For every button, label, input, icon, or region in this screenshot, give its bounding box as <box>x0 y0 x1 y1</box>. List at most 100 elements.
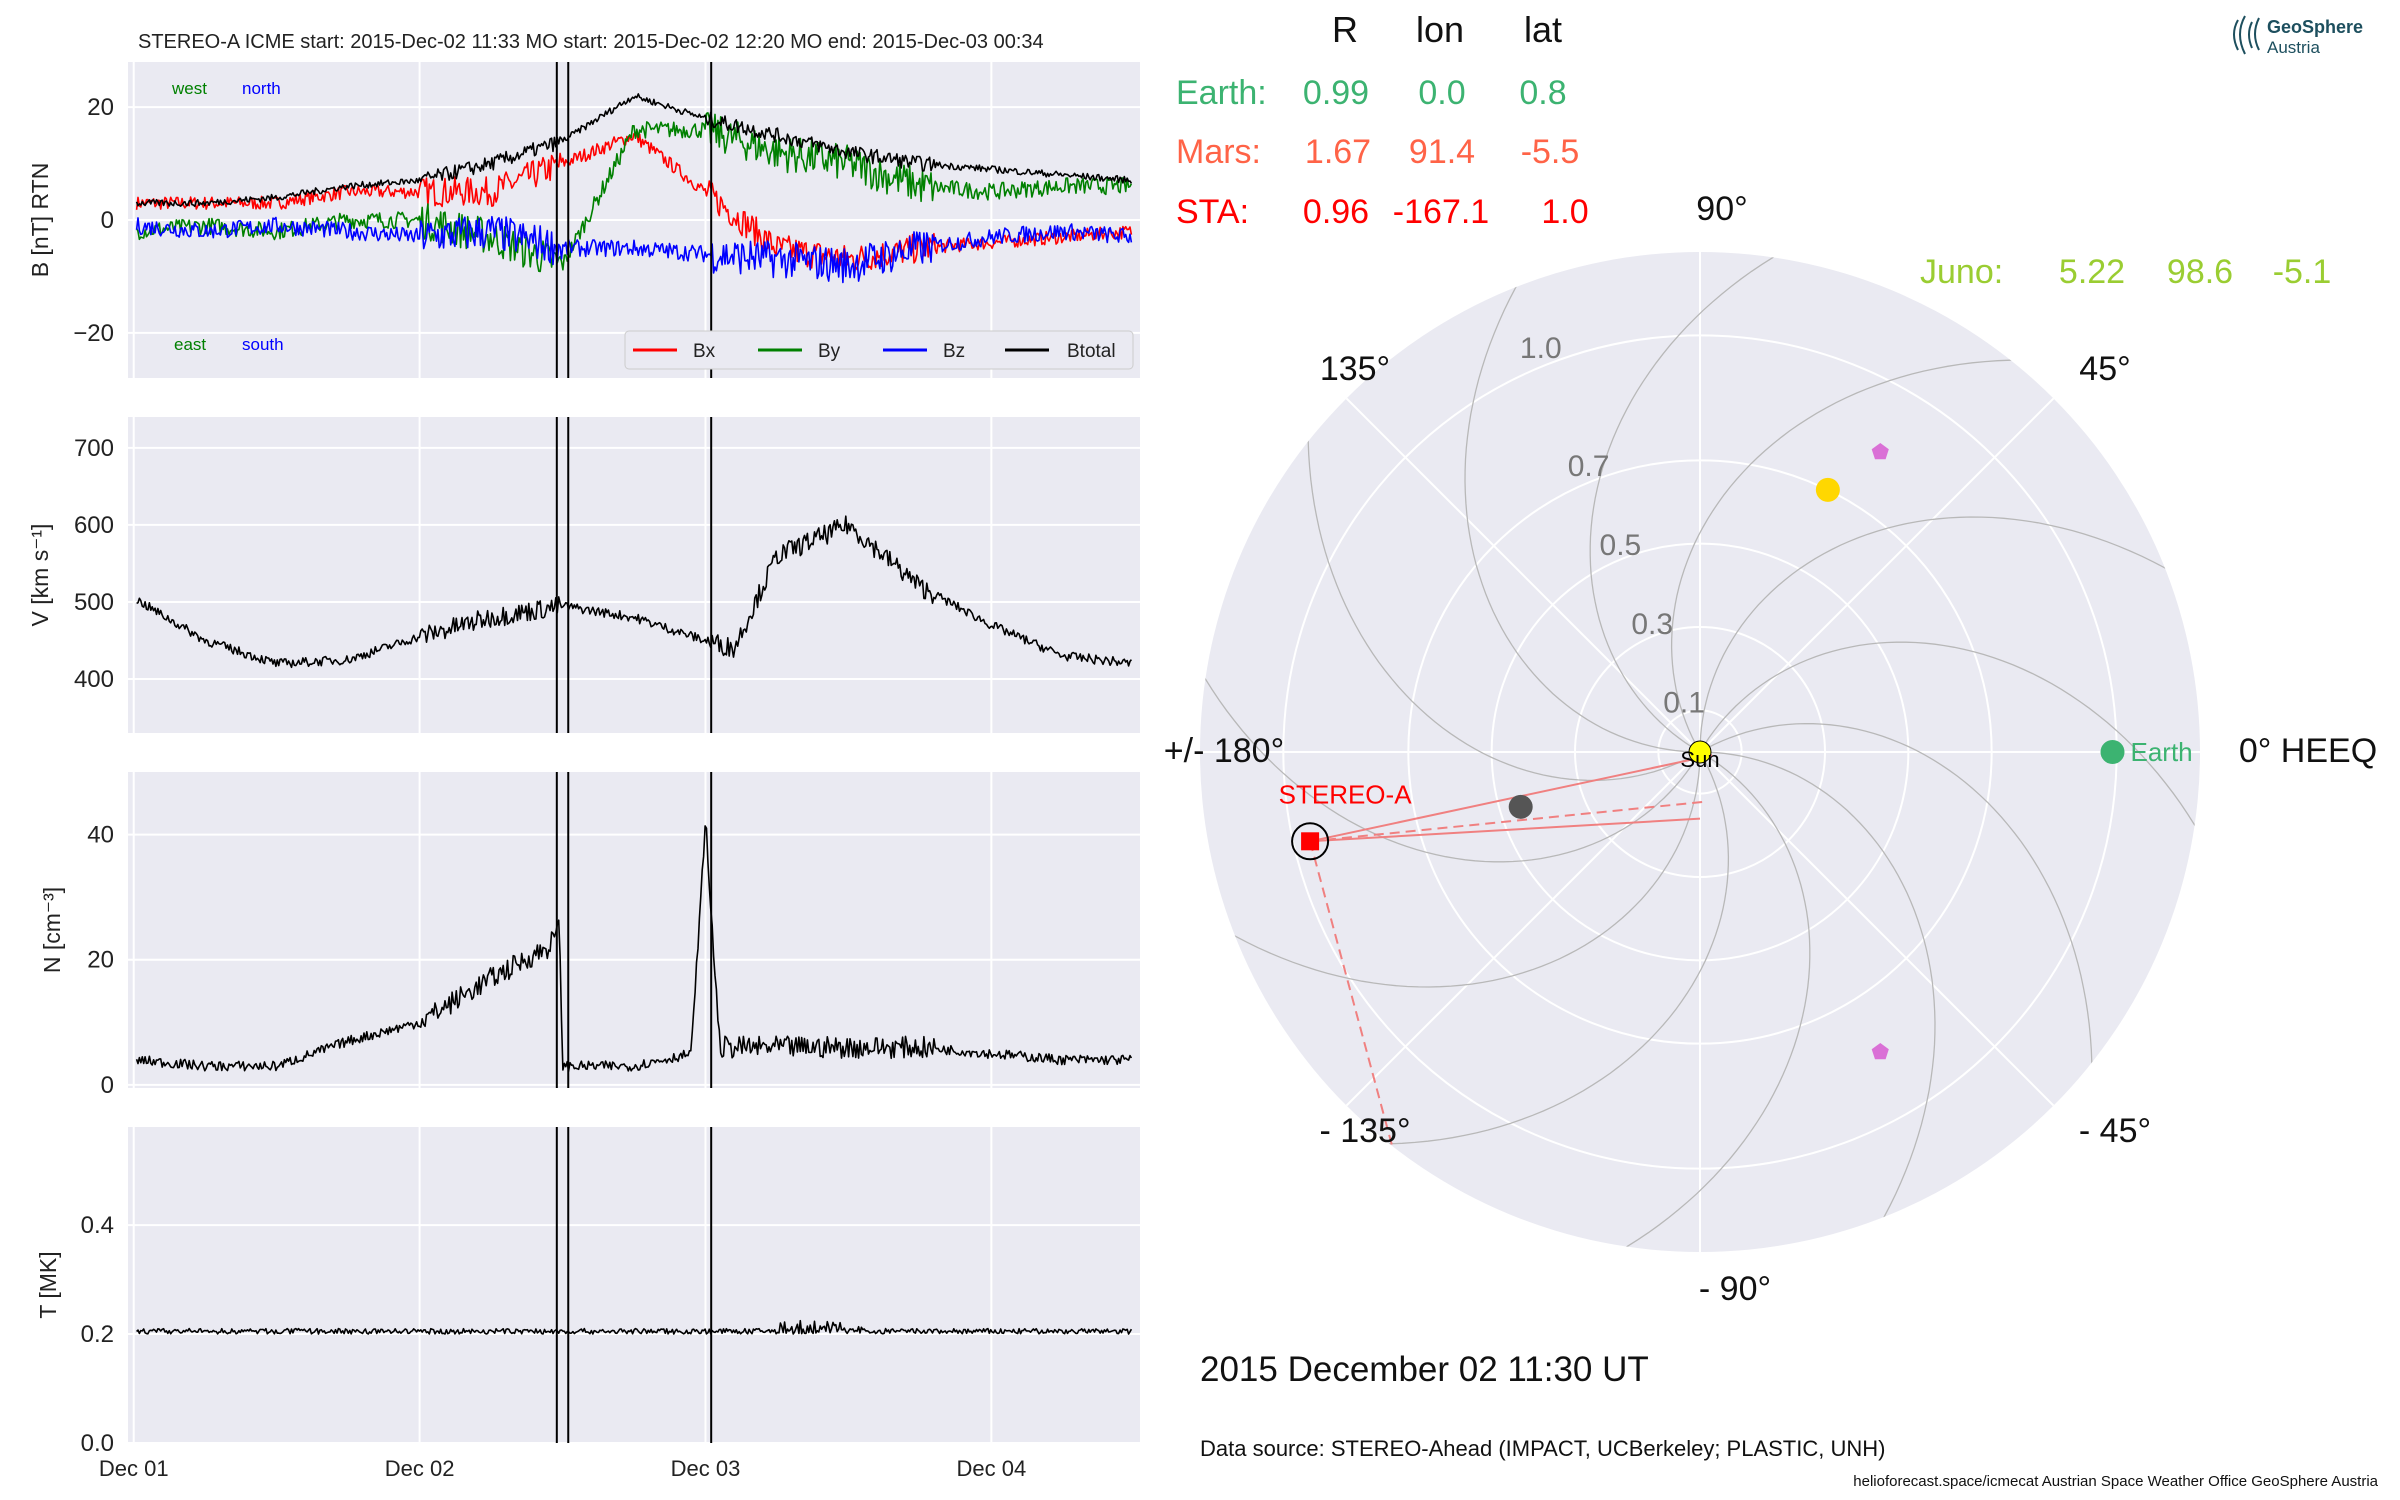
earth-row-r: 0.99 <box>1303 74 1369 112</box>
sta-row-lon: -167.1 <box>1393 193 1489 231</box>
radial-tick-label: 1.0 <box>1520 332 1562 365</box>
earth-label: Earth <box>2131 737 2193 767</box>
annotation-south: south <box>242 335 284 354</box>
position-table: R lon lat Earth: 0.99 0.0 0.8 Mars: 1.67… <box>1176 9 2331 291</box>
polar-plot: 0.1 0.3 0.5 0.7 1.0 Earth STEREO-A Sun 0° HEEQ… <box>1164 190 2377 1308</box>
x-tick-label: Dec 03 <box>671 1456 741 1481</box>
t-ylabel: T [MK] <box>35 1251 61 1318</box>
mars-row-label: Mars: <box>1176 133 1261 171</box>
polar-angle-labels: 0° HEEQ 45° 90° 135° +/- 180° - 135° - 90° - 45… <box>1164 190 2377 1308</box>
plot-header: STEREO-A ICME start: 2015-Dec-02 11:33 M… <box>138 31 1044 53</box>
series-v <box>136 515 1133 669</box>
plot-date: 2015 December 02 11:30 UT <box>1200 1350 1649 1389</box>
series-btotal <box>135 93 1133 208</box>
sta-ring <box>1291 822 1330 861</box>
series-bz <box>135 215 1133 284</box>
radial-tick-label: 0.7 <box>1568 450 1610 483</box>
angle-label: - 135° <box>1319 1112 1410 1150</box>
juno-row-label: Juno: <box>1920 253 2003 291</box>
y-tick-label: 40 <box>87 822 114 849</box>
y-tick-label: 20 <box>87 94 114 121</box>
annotation-east: east <box>174 335 206 354</box>
y-tick-label: 0 <box>101 1072 114 1099</box>
angle-label: +/- 180° <box>1164 732 1284 770</box>
sun-label: Sun <box>1680 747 1719 772</box>
timeseries-panels <box>128 62 1140 1443</box>
annotation-west: west <box>171 79 207 98</box>
n-ylabel: N [cm⁻³] <box>39 887 65 973</box>
sta-label: STEREO-A <box>1279 779 1413 809</box>
y-tick-label: 500 <box>74 589 114 616</box>
data-source: Data source: STEREO-Ahead (IMPACT, UCBer… <box>1200 1436 1885 1461</box>
angle-label: 0° HEEQ <box>2239 732 2377 770</box>
v-panel-bg <box>128 417 1140 733</box>
mars-row-r: 1.67 <box>1305 133 1371 171</box>
parker-spiral <box>1699 516 2200 767</box>
planet-marker <box>1508 794 1533 819</box>
parker-spiral <box>1200 737 1701 988</box>
y-tick-label: 400 <box>74 666 114 693</box>
mars-row-lat: -5.5 <box>1521 133 1580 171</box>
y-tick-label: 20 <box>87 947 114 974</box>
sta-fov-dashed <box>1309 841 1394 1147</box>
angle-label: 135° <box>1320 350 1390 388</box>
table-header-lon: lon <box>1416 9 1464 50</box>
angle-label: - 90° <box>1699 1270 1771 1308</box>
series-t <box>136 1319 1133 1335</box>
legend-by-label: By <box>818 341 841 362</box>
juno-row-lat: -5.1 <box>2273 253 2332 291</box>
table-header-lat: lat <box>1524 9 1562 50</box>
logo-line2: Austria <box>2267 38 2320 57</box>
x-tick-label: Dec 04 <box>956 1456 1026 1481</box>
spacecraft-marker <box>1871 443 1889 460</box>
earth-row-lon: 0.0 <box>1418 74 1465 112</box>
annotation-north: north <box>242 79 281 98</box>
legend-btotal-label: Btotal <box>1067 341 1116 362</box>
t-panel-bg <box>128 1127 1140 1443</box>
credits: helioforecast.space/icmecat Austrian Spa… <box>1853 1473 2378 1490</box>
polar-grid <box>1200 252 2200 1252</box>
polar-tick-labels: 0.1 0.3 0.5 0.7 1.0 <box>1520 332 1705 720</box>
earth-row-label: Earth: <box>1176 74 1267 112</box>
angle-label: 90° <box>1696 190 1747 228</box>
y-tick-label: 0.2 <box>81 1321 114 1348</box>
logo-line1: GeoSphere <box>2267 17 2363 37</box>
sta-fov-dashed <box>1309 800 1708 843</box>
event-lines <box>555 62 713 1443</box>
b-ylabel: B [nT] RTN <box>27 163 53 278</box>
mars-row-lon: 91.4 <box>1409 133 1475 171</box>
y-tick-label: 0.4 <box>81 1212 114 1239</box>
sta-row-r: 0.96 <box>1303 193 1369 231</box>
y-tick-label: −20 <box>73 320 114 347</box>
radial-tick-label: 0.5 <box>1600 529 1642 562</box>
legend-box <box>624 330 1134 370</box>
b-legend: Bx By Bz Btotal <box>624 330 1134 370</box>
y-tick-label: 0.0 <box>81 1430 114 1457</box>
table-header-r: R <box>1332 9 1358 50</box>
earth-marker <box>2100 740 2125 764</box>
earth-row-lat: 0.8 <box>1519 74 1566 112</box>
angle-spoke <box>1345 397 1701 753</box>
sta-row-label: STA: <box>1176 193 1249 231</box>
n-panel-bg <box>128 772 1140 1088</box>
sta-row-lat: 1.0 <box>1541 193 1588 231</box>
panel-gridlines <box>128 62 1140 1444</box>
radial-tick-label: 0.3 <box>1631 608 1673 641</box>
v-ylabel: V [km s⁻¹] <box>27 524 53 627</box>
geosphere-logo: GeoSphere Austria <box>2233 15 2363 57</box>
radial-tick-label: 0.1 <box>1663 687 1705 720</box>
parker-spiral <box>1464 252 1715 753</box>
y-tick-label: 0 <box>101 207 114 234</box>
sta-marker <box>1301 832 1320 851</box>
legend-bx-label: Bx <box>693 341 716 362</box>
angle-spoke <box>1699 397 2055 753</box>
x-tick-label: Dec 02 <box>385 1456 455 1481</box>
legend-bz-label: Bz <box>943 341 965 362</box>
angle-label: - 45° <box>2079 1112 2151 1150</box>
parker-spiral <box>1589 252 2046 753</box>
sun-marker <box>1688 740 1712 764</box>
x-tick-label: Dec 01 <box>99 1456 169 1481</box>
planet-marker <box>1815 477 1840 502</box>
